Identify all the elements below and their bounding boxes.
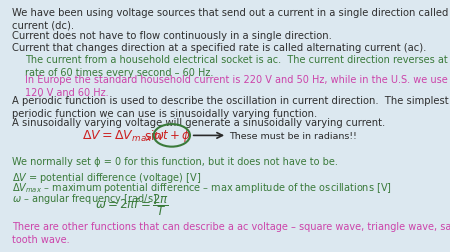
- Text: The current from a household electrical socket is ac.  The current direction rev: The current from a household electrical …: [25, 55, 450, 78]
- Text: $\Delta V = \Delta V_{max}$: $\Delta V = \Delta V_{max}$: [82, 128, 153, 143]
- Text: $\Delta V_{max}$ – maximum potential difference – max amplitude of the oscillati: $\Delta V_{max}$ – maximum potential dif…: [13, 181, 392, 195]
- Text: We normally set ϕ = 0 for this function, but it does not have to be.: We normally set ϕ = 0 for this function,…: [13, 156, 338, 166]
- Text: $\mathrm{sin}$: $\mathrm{sin}$: [144, 129, 163, 143]
- Text: These must be in radians!!: These must be in radians!!: [229, 131, 356, 140]
- Text: Current does not have to flow continuously in a single direction.: Current does not have to flow continuous…: [13, 31, 332, 41]
- Text: $\omega t + \phi$: $\omega t + \phi$: [153, 128, 191, 144]
- Text: A sinusoidally varying voltage will generate a sinusoidally varying current.: A sinusoidally varying voltage will gene…: [13, 117, 386, 127]
- Text: Current that changes direction at a specified rate is called alternating current: Current that changes direction at a spec…: [13, 43, 427, 53]
- Text: $\Delta V$ = potential difference (voltage) [V]: $\Delta V$ = potential difference (volta…: [13, 170, 202, 184]
- Text: In Europe the standard household current is 220 V and 50 Hz, while in the U.S. w: In Europe the standard household current…: [25, 74, 448, 98]
- Text: A periodic function is used to describe the oscillation in current direction.  T: A periodic function is used to describe …: [13, 96, 449, 119]
- Text: There are other functions that can describe a ac voltage – square wave, triangle: There are other functions that can descr…: [13, 221, 450, 244]
- Text: $\omega = 2\pi f = \dfrac{2\pi}{T}$: $\omega = 2\pi f = \dfrac{2\pi}{T}$: [94, 192, 169, 217]
- Text: We have been using voltage sources that send out a current in a single direction: We have been using voltage sources that …: [13, 8, 450, 31]
- Text: $\omega$ – angular frequency [rad/s]: $\omega$ – angular frequency [rad/s]: [13, 191, 157, 205]
